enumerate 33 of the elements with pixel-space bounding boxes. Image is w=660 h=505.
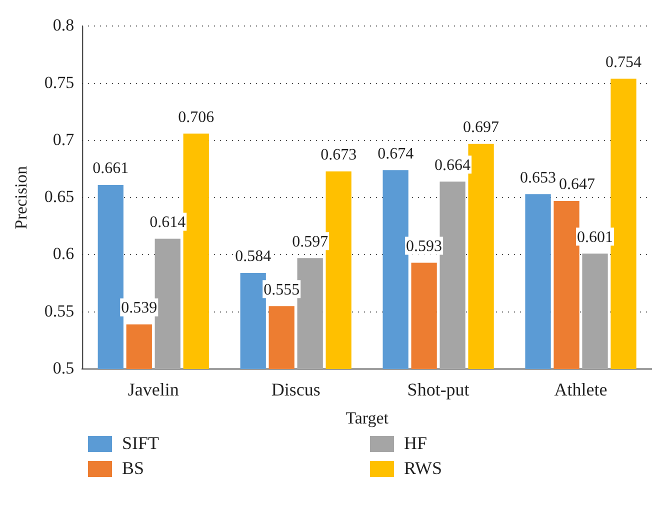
x-axis-title: Target (346, 408, 389, 428)
data-label: 0.601 (577, 228, 614, 246)
legend-label: RWS (404, 458, 442, 479)
data-label: 0.673 (320, 146, 357, 164)
data-label: 0.697 (463, 119, 500, 136)
y-tick-label: 0.55 (44, 301, 74, 320)
data-label: 0.664 (434, 156, 471, 174)
legend-label: SIFT (122, 433, 160, 454)
y-tick-label: 0.7 (52, 130, 75, 149)
data-label: 0.661 (92, 160, 129, 178)
data-label: 0.584 (235, 248, 272, 266)
x-tick-label: Athlete (554, 380, 608, 400)
data-label: 0.597 (292, 233, 328, 250)
x-tick-label: Javelin (128, 380, 179, 400)
y-tick-label: 0.8 (52, 16, 74, 35)
data-label: 0.614 (150, 214, 186, 231)
y-tick-label: 0.6 (52, 244, 74, 264)
y-axis-title: Precision (12, 165, 31, 230)
legend-label: HF (404, 433, 428, 454)
x-tick-label: Shot-put (407, 380, 470, 400)
data-label: 0.555 (264, 281, 300, 298)
y-tick-label: 0.5 (52, 358, 74, 378)
data-label: 0.647 (559, 176, 596, 194)
x-tick-label: Discus (271, 380, 320, 400)
data-label: 0.674 (378, 145, 414, 162)
data-label: 0.593 (406, 238, 442, 255)
y-tick-label: 0.75 (44, 72, 74, 92)
data-label: 0.539 (121, 300, 158, 317)
data-label: 0.706 (178, 108, 214, 126)
y-tick-label: 0.65 (44, 187, 74, 206)
data-label: 0.754 (606, 54, 642, 71)
data-label: 0.653 (520, 169, 556, 186)
legend-label: BS (122, 458, 144, 479)
